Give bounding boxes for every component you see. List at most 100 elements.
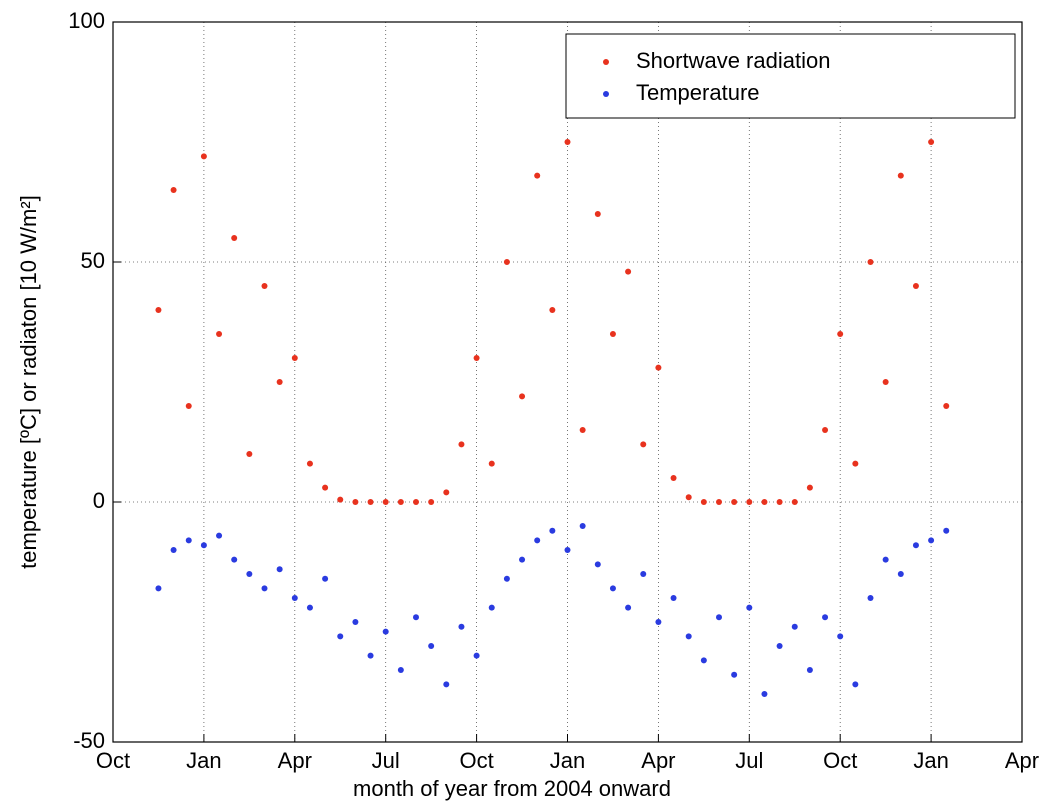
- point: [306, 460, 313, 467]
- point: [458, 441, 465, 448]
- point: [443, 489, 450, 496]
- point: [155, 307, 162, 313]
- point: [564, 139, 571, 145]
- point: [806, 667, 813, 673]
- point: [382, 628, 389, 635]
- point: [382, 499, 389, 505]
- point: [579, 427, 586, 433]
- point: [337, 633, 344, 640]
- point: [731, 671, 738, 678]
- legend-label: Temperature: [636, 80, 760, 105]
- point: [216, 532, 223, 539]
- point: [594, 561, 601, 568]
- x-tick-label: Apr: [278, 748, 312, 773]
- point: [261, 585, 268, 592]
- point: [200, 153, 207, 160]
- point: [443, 681, 450, 688]
- point: [534, 537, 541, 544]
- point: [640, 441, 647, 448]
- point: [473, 652, 480, 659]
- point: [428, 499, 435, 505]
- point: [882, 556, 889, 563]
- point: [503, 575, 510, 582]
- point: [200, 542, 207, 549]
- x-tick-label: Jan: [186, 748, 221, 773]
- point: [943, 403, 950, 409]
- point: [761, 691, 768, 697]
- point: [731, 499, 738, 505]
- point: [897, 172, 904, 179]
- point: [367, 652, 374, 659]
- point: [746, 604, 753, 611]
- point: [943, 527, 950, 534]
- x-axis-label: month of year from 2004 onward: [353, 776, 671, 801]
- legend-label: Shortwave radiation: [636, 48, 830, 73]
- x-tick-label: Oct: [96, 748, 130, 773]
- point: [337, 496, 344, 503]
- x-tick-label: Jul: [372, 748, 400, 773]
- point: [640, 571, 647, 577]
- point: [488, 604, 495, 611]
- point: [519, 393, 526, 400]
- point: [655, 364, 662, 371]
- point: [549, 307, 556, 313]
- point: [306, 604, 313, 611]
- point: [625, 268, 632, 275]
- x-tick-label: Jan: [550, 748, 585, 773]
- point: [806, 484, 813, 491]
- point: [716, 614, 722, 621]
- y-tick-label: 50: [81, 248, 105, 273]
- point: [322, 575, 329, 582]
- point: [413, 499, 419, 505]
- point: [928, 537, 935, 544]
- point: [352, 619, 359, 625]
- point: [231, 556, 238, 563]
- point: [685, 494, 692, 501]
- point: [170, 187, 177, 193]
- point: [912, 542, 919, 549]
- point: [822, 427, 829, 433]
- point: [928, 139, 935, 145]
- point: [882, 379, 889, 385]
- y-tick-label: 0: [93, 488, 105, 513]
- point: [852, 681, 859, 688]
- point: [897, 571, 904, 577]
- point: [503, 259, 510, 265]
- point: [185, 537, 192, 544]
- point: [700, 657, 707, 664]
- point: [625, 604, 632, 611]
- x-tick-label: Oct: [823, 748, 857, 773]
- point: [746, 499, 753, 505]
- point: [519, 556, 526, 563]
- y-axis-label: temperature [ºC] or radiaton [10 W/m²]: [16, 195, 41, 569]
- point: [534, 172, 541, 179]
- point: [291, 355, 298, 361]
- point: [837, 633, 844, 640]
- point: [791, 623, 798, 630]
- point: [776, 643, 783, 649]
- point: [473, 355, 480, 361]
- point: [670, 595, 677, 601]
- point: [397, 499, 404, 505]
- x-tick-label: Jul: [735, 748, 763, 773]
- y-tick-label: -50: [73, 728, 105, 753]
- point: [670, 475, 677, 481]
- point: [791, 499, 798, 505]
- legend-box: [565, 33, 1016, 119]
- point: [458, 623, 465, 630]
- point: [276, 379, 283, 385]
- point: [609, 331, 616, 337]
- y-tick-label: 100: [68, 8, 105, 33]
- point: [700, 499, 707, 505]
- point: [261, 283, 268, 289]
- point: [276, 566, 283, 573]
- point: [594, 211, 601, 217]
- point: [352, 499, 359, 505]
- legend-marker: [603, 91, 609, 97]
- point: [685, 633, 692, 640]
- point: [716, 499, 722, 505]
- point: [761, 499, 768, 505]
- point: [216, 331, 223, 337]
- x-tick-label: Apr: [641, 748, 675, 773]
- legend-marker: [603, 59, 609, 65]
